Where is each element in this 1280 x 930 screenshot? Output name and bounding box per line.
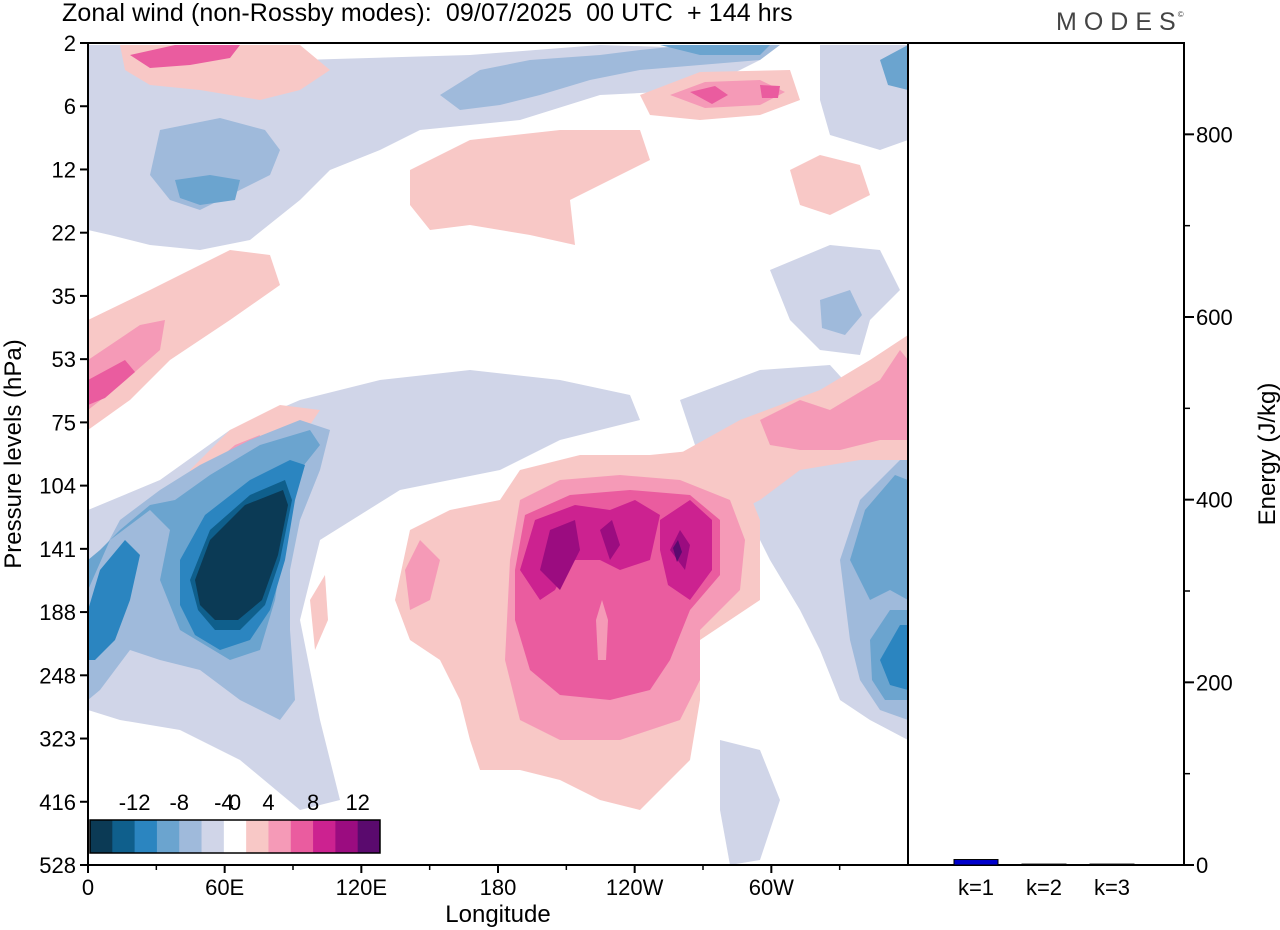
y-tick-label: 528 [39, 853, 76, 878]
heatmap-region-east-pink-arc-core [760, 350, 908, 450]
chart-title: Zonal wind (non-Rossby modes): 09/07/202… [62, 0, 793, 27]
energy-category-label: k=2 [1026, 875, 1062, 900]
colorbar-label: 4 [262, 790, 274, 815]
energy-axis-title: Energy (J/kg) [1254, 383, 1280, 526]
heatmap-region-stratosphere-pink-core [670, 80, 785, 108]
energy-tick-label: 200 [1196, 670, 1233, 695]
y-tick-label: 12 [52, 157, 76, 182]
x-tick-label: 120W [606, 875, 664, 900]
x-tick-label: 0 [82, 875, 94, 900]
energy-bar [953, 859, 999, 866]
energy-tick-label: 400 [1196, 488, 1233, 513]
colorbar-swatch [112, 820, 136, 853]
colorbar-swatch [156, 820, 180, 853]
heatmap-region-east-edge-strong [880, 625, 908, 690]
energy-category-label: k=1 [958, 875, 994, 900]
brand-text: MODES [1056, 8, 1183, 36]
heatmap-region-right-mid-blue [820, 290, 862, 335]
colorbar-swatch [290, 820, 314, 853]
heatmap-region-tropo-lavender-lower [720, 740, 780, 865]
colorbar-swatch [134, 820, 158, 853]
y-tick-label: 248 [39, 663, 76, 688]
energy-tick-label: 800 [1196, 122, 1233, 147]
heatmap-region-right-upper-blue [880, 45, 908, 90]
x-tick-label: 180 [480, 875, 517, 900]
y-tick-label: 141 [39, 537, 76, 562]
energy-panel-frame [907, 42, 1185, 866]
heatmap-region-upper-blue [175, 175, 240, 205]
energy-bar [1021, 863, 1067, 866]
y-tick-label: 323 [39, 727, 76, 752]
heatmap-region-mid-pink-band [410, 130, 650, 245]
brand-mark: © [1177, 9, 1184, 19]
y-tick-label: 75 [52, 410, 76, 435]
y-tick-label: 22 [52, 221, 76, 246]
colorbar-swatch [357, 820, 381, 853]
heatmap-region-right-upper-pink [790, 155, 870, 215]
colorbar-label: 0 [229, 790, 241, 815]
colorbar-labels: -12 -8 -40 4 8 12 [119, 790, 370, 815]
colorbar-swatch [313, 820, 336, 853]
colorbar-swatch [246, 820, 269, 853]
x-tick-label: 60W [749, 875, 794, 900]
colorbar-swatch [335, 820, 359, 853]
heatmap-region-top-left-magenta [130, 45, 240, 68]
colorbar-label: -8 [169, 790, 189, 815]
heatmap-region-stratosphere-blue-core [660, 45, 770, 55]
heatmap-region-stratosphere-magenta-core [690, 85, 780, 104]
heatmap-region-central-pink-left-band [310, 575, 328, 650]
energy-categories: k=1 k=2 k=3 [958, 875, 1130, 900]
energy-bars [953, 859, 1135, 866]
energy-tick-label: 0 [1196, 853, 1208, 878]
x-tick-label: 120E [336, 875, 387, 900]
brand-logo: MODES© [1056, 8, 1189, 37]
y-tick-label: 53 [52, 347, 76, 372]
x-tick-label: 60E [205, 875, 244, 900]
colorbar-swatch [179, 820, 203, 853]
heatmap-region-left-magenta-core [88, 360, 135, 405]
colorbar-label: -12 [119, 790, 151, 815]
y-axis: 2 6 12 22 35 53 75 104 141 188 248 323 416 528 [39, 31, 88, 878]
colorbar-frame [89, 819, 381, 854]
x-axis: 0 60E 120E 180 120W 60W [82, 865, 841, 900]
energy-tick-label: 600 [1196, 305, 1233, 330]
energy-category-label: k=3 [1094, 875, 1130, 900]
heatmap-region-central-dark [673, 540, 682, 562]
energy-axis: 0 200 400 600 800 [1184, 122, 1233, 878]
colorbar-swatch [268, 820, 292, 853]
colorbar-label: 8 [307, 790, 319, 815]
heatmap-region-central-pink-left [405, 540, 440, 610]
heatmap-region-central-purple [540, 520, 690, 590]
x-axis-title: Longitude [445, 901, 550, 928]
y-tick-label: 35 [52, 284, 76, 309]
energy-bar [1089, 863, 1135, 866]
colorbar-label: 12 [345, 790, 369, 815]
y-tick-label: 104 [39, 474, 76, 499]
colorbar-swatch [223, 820, 247, 853]
heatmap-region-left-pink-band [88, 250, 280, 430]
colorbar-label: -4 [214, 790, 234, 815]
colorbar-swatch [201, 820, 225, 853]
heatmap-region-stratosphere-blue-top [440, 45, 780, 110]
y-tick-label: 6 [64, 94, 76, 119]
y-axis-title: Pressure levels (hPa) [0, 339, 27, 568]
y-tick-label: 416 [39, 790, 76, 815]
y-tick-label: 2 [64, 31, 76, 56]
heatmap-field [88, 43, 908, 865]
y-tick-label: 188 [39, 600, 76, 625]
heatmap-region-central-gap [596, 600, 608, 660]
heatmap-region-left-blue-core [195, 490, 288, 620]
colorbar [89, 819, 381, 854]
colorbar-swatch [90, 820, 113, 853]
